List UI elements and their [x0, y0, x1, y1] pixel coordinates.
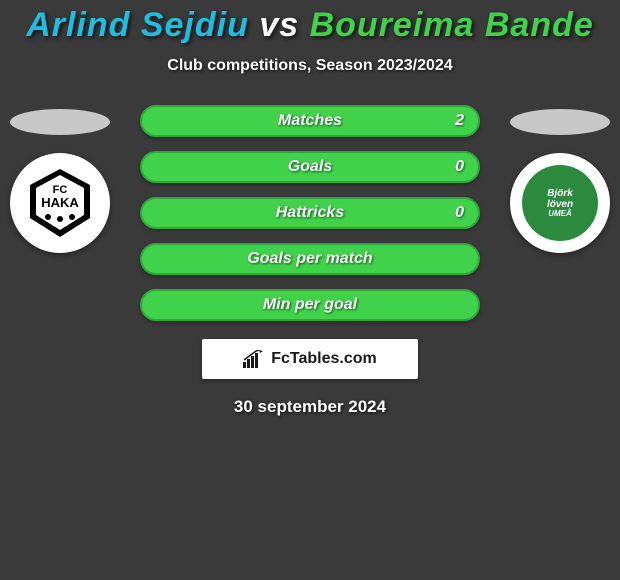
player2-ellipse — [510, 109, 610, 135]
date-text: 30 september 2024 — [0, 397, 620, 417]
stat-value: 2 — [455, 112, 464, 130]
player2-name: Boureima Bande — [310, 6, 594, 44]
page-title: Arlind Sejdiu vs Boureima Bande — [0, 6, 620, 45]
stat-row-goals: Goals 0 — [140, 151, 480, 183]
chart-icon — [243, 350, 265, 368]
stat-value: 0 — [455, 204, 464, 222]
stats-list: Matches 2 Goals 0 Hattricks 0 Goals per … — [140, 105, 480, 321]
stat-label: Goals — [288, 158, 332, 176]
stat-label: Goals per match — [247, 250, 372, 268]
club-logo-left: FC HAKA — [10, 153, 110, 253]
bjork-text-3: UMEÅ — [548, 210, 572, 219]
stat-row-hattricks: Hattricks 0 — [140, 197, 480, 229]
right-column: Björk löven UMEÅ — [500, 105, 620, 253]
subtitle: Club competitions, Season 2023/2024 — [0, 57, 620, 75]
stat-row-matches: Matches 2 — [140, 105, 480, 137]
stat-label: Matches — [278, 112, 342, 130]
stat-row-goals-per-match: Goals per match — [140, 243, 480, 275]
vs-text: vs — [259, 6, 299, 44]
left-column: FC HAKA — [0, 105, 120, 253]
stat-row-min-per-goal: Min per goal — [140, 289, 480, 321]
bjork-text-1: Björk — [547, 188, 573, 199]
club-logo-right: Björk löven UMEÅ — [510, 153, 610, 253]
stat-value: 0 — [455, 158, 464, 176]
haka-logo-icon: FC HAKA — [20, 163, 100, 243]
header: Arlind Sejdiu vs Boureima Bande Club com… — [0, 0, 620, 75]
bjorkloven-logo-icon: Björk löven UMEÅ — [522, 165, 598, 241]
player1-ellipse — [10, 109, 110, 135]
bjork-text-2: löven — [547, 199, 573, 210]
player1-name: Arlind Sejdiu — [26, 6, 249, 44]
comparison-card: Arlind Sejdiu vs Boureima Bande Club com… — [0, 0, 620, 580]
svg-text:HAKA: HAKA — [41, 195, 79, 210]
stat-label: Min per goal — [263, 296, 357, 314]
attribution-badge: FcTables.com — [202, 339, 418, 379]
attribution-text: FcTables.com — [271, 350, 377, 368]
stat-label: Hattricks — [276, 204, 344, 222]
content: FC HAKA Björk löven UMEÅ — [0, 105, 620, 417]
